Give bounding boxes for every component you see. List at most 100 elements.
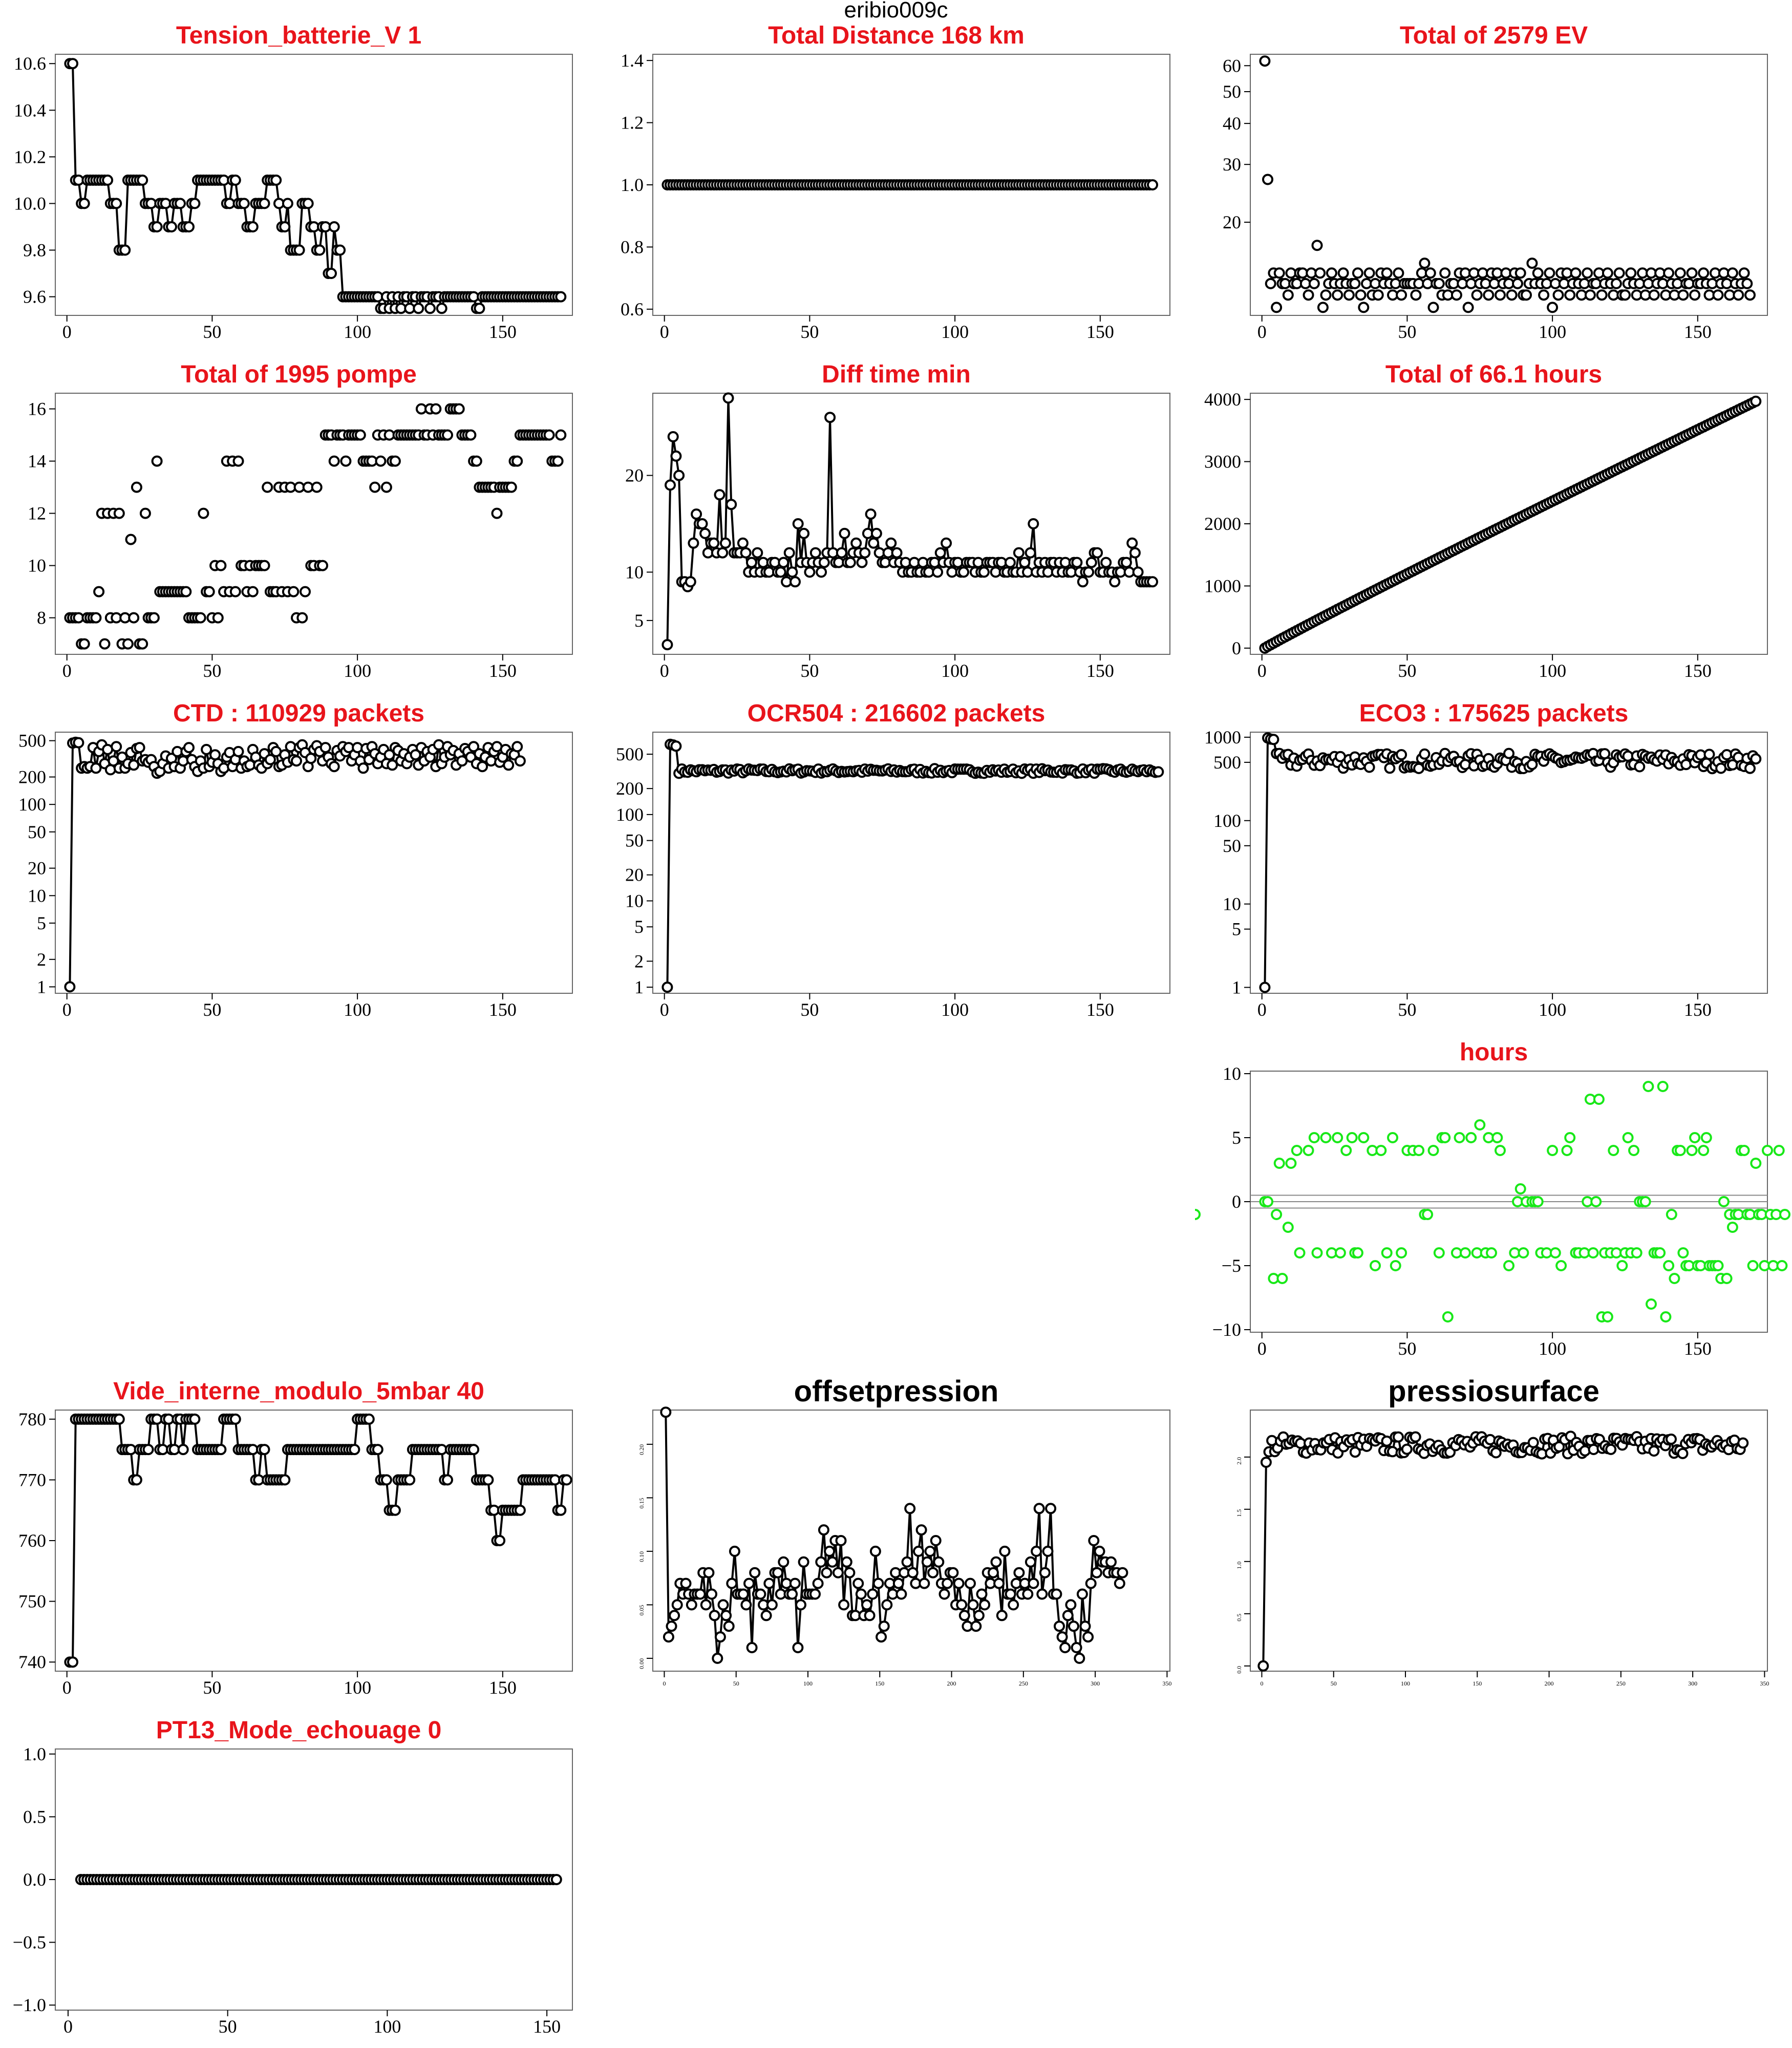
chart-svg-distance: 0 50 100 150 0.6 0.8 1.0 1.2 1.4	[621, 50, 1170, 339]
data-point	[737, 1588, 749, 1600]
y-tick-label: 10.4	[14, 100, 46, 120]
data-point	[296, 612, 308, 624]
data-point	[229, 586, 241, 598]
y-tick-label: 2000	[1204, 514, 1241, 534]
data-point	[175, 198, 186, 209]
data-point	[1602, 1311, 1613, 1322]
y-tick-label: 20	[1223, 212, 1241, 232]
chart-title: Total Distance 168 km	[768, 22, 1025, 49]
data-point	[1608, 1145, 1619, 1156]
data-point	[134, 742, 145, 754]
x-tick-label: 250	[1616, 1680, 1626, 1687]
data-point	[1036, 1588, 1048, 1600]
data-point	[973, 1610, 985, 1622]
data-point	[349, 1444, 360, 1456]
data-point	[354, 429, 366, 441]
data-point	[1085, 557, 1097, 568]
data-point	[809, 1588, 821, 1600]
data-point	[1514, 1183, 1526, 1194]
data-point	[1343, 289, 1355, 301]
data-point	[1051, 1588, 1062, 1600]
data-point	[1610, 278, 1622, 289]
x-tick-label: 50	[203, 660, 221, 678]
y-tick-label: 9.8	[23, 240, 46, 261]
data-point	[1025, 547, 1036, 559]
data-point	[1587, 1247, 1599, 1258]
x-tick-label: 100	[941, 322, 969, 339]
data-point	[433, 739, 444, 751]
data-point	[1750, 395, 1762, 407]
x-tick-label: 300	[1091, 1680, 1100, 1687]
data-point	[669, 1610, 680, 1622]
data-point	[1071, 1642, 1082, 1653]
plot-frame	[652, 732, 1170, 994]
data-point	[482, 1474, 494, 1486]
data-point	[941, 537, 952, 549]
y-tick-label: 10.0	[14, 193, 46, 214]
y-tick-label: 0.15	[638, 1498, 645, 1508]
data-point	[78, 198, 90, 209]
data-point	[1410, 1431, 1421, 1443]
data-point	[1616, 1260, 1628, 1271]
data-point	[868, 537, 880, 549]
data-point	[1442, 1311, 1454, 1322]
x-tick-label: 50	[203, 322, 221, 339]
data-point	[775, 566, 786, 578]
data-point	[78, 638, 90, 650]
data-point	[380, 481, 392, 493]
data-point	[1381, 1435, 1393, 1447]
data-point	[826, 1556, 838, 1568]
data-point	[1674, 267, 1686, 279]
data-point	[670, 740, 682, 752]
data-point	[1363, 761, 1375, 773]
series-line	[665, 1412, 1124, 1659]
x-tick-label: 50	[1398, 660, 1416, 678]
y-tick-label: 5	[37, 913, 46, 933]
data-point	[137, 638, 148, 650]
data-point	[1019, 557, 1031, 568]
y-tick-label: 100	[18, 794, 46, 815]
data-point	[1396, 289, 1407, 301]
data-point	[279, 1474, 291, 1486]
chart-panel-pompe: Total of 1995 pompe 0 50 100 150 8 10 12 14 16	[0, 339, 598, 678]
data-point	[1663, 267, 1675, 279]
data-point	[696, 518, 708, 529]
data-point	[259, 1444, 270, 1456]
data-point	[1025, 1556, 1036, 1568]
data-point	[311, 481, 323, 493]
data-point	[128, 759, 140, 771]
y-tick-label: −5	[1222, 1255, 1241, 1276]
data-point	[555, 429, 567, 441]
plot-frame	[652, 1410, 1170, 1672]
data-point	[1013, 1567, 1025, 1578]
data-point	[700, 1599, 712, 1611]
y-tick-label: 500	[18, 731, 46, 751]
data-point	[792, 518, 804, 529]
data-point	[1334, 1247, 1346, 1258]
data-point	[1538, 289, 1550, 301]
data-point	[1733, 289, 1744, 301]
data-point	[1654, 1247, 1666, 1258]
y-tick-label: −10	[1212, 1319, 1241, 1340]
data-point	[247, 221, 259, 232]
data-point	[999, 1545, 1011, 1557]
data-point	[743, 1577, 755, 1589]
data-point	[119, 244, 131, 256]
data-point	[1744, 762, 1756, 774]
data-point	[706, 1588, 717, 1600]
data-point	[821, 1567, 833, 1578]
x-tick-label: 150	[875, 1680, 884, 1687]
x-tick-label: 50	[203, 999, 221, 1017]
data-point	[1471, 289, 1483, 301]
data-point	[1491, 1132, 1503, 1143]
data-point	[1393, 1431, 1404, 1443]
data-point	[1126, 537, 1138, 549]
data-point	[924, 1545, 936, 1557]
data-point	[901, 1556, 913, 1568]
data-point	[1271, 1209, 1283, 1220]
data-point	[372, 1444, 383, 1456]
data-point	[1320, 1132, 1332, 1143]
data-point	[720, 1610, 732, 1622]
y-tick-label: 5	[1232, 1127, 1241, 1148]
data-point	[413, 303, 424, 314]
